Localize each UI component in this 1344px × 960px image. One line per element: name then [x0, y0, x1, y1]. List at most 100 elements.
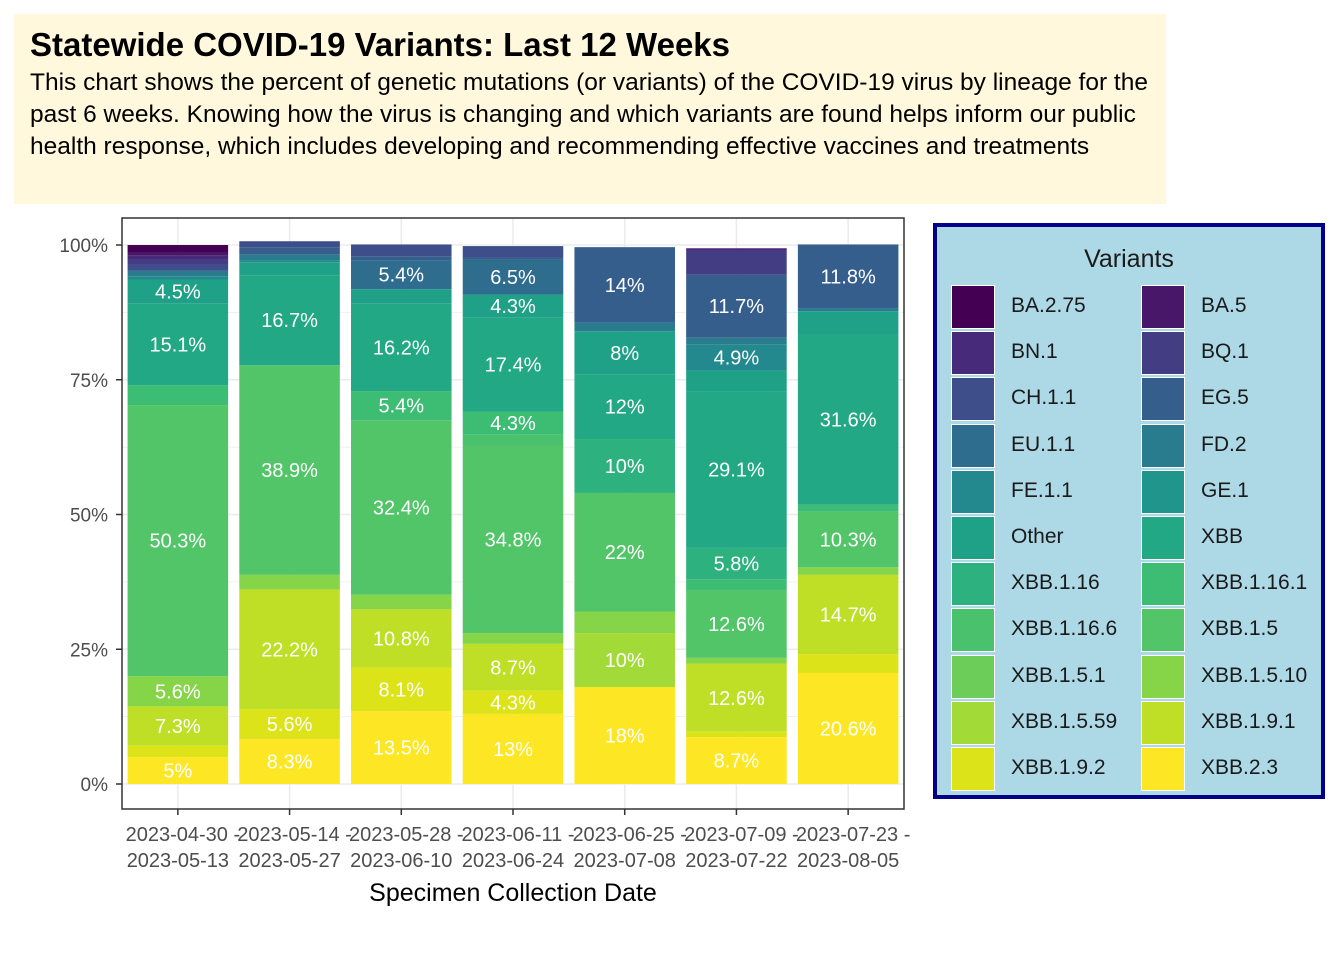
- bar-data-label: 7.3%: [155, 716, 201, 738]
- bar-data-label: 34.8%: [485, 529, 542, 551]
- x-tick-label: 2023-07-09 -: [684, 824, 799, 846]
- bar-segment: [574, 492, 675, 612]
- legend-swatch: [951, 747, 995, 791]
- bar-segment: [127, 276, 229, 280]
- bar-segment: [127, 757, 229, 784]
- bar-segment: [239, 739, 340, 784]
- bar-segment: [462, 257, 564, 260]
- bar-data-label: 4.3%: [490, 413, 536, 435]
- legend-label: XBB.1.9.1: [1201, 709, 1296, 733]
- bar-data-label: 32.4%: [373, 497, 430, 519]
- y-tick-label: 0%: [81, 775, 109, 796]
- title-box: Statewide COVID-19 Variants: Last 12 Wee…: [14, 14, 1166, 204]
- bar-data-label: 17.4%: [485, 355, 542, 377]
- bar-segment: [797, 672, 899, 784]
- legend-label: Other: [1011, 525, 1064, 548]
- legend-label: XBB.1.5.1: [1011, 663, 1106, 687]
- bar-data-label: 22.2%: [261, 639, 318, 661]
- bar-segment: [239, 241, 340, 248]
- legend-swatch: [951, 608, 995, 653]
- bar-data-label: 16.2%: [373, 337, 430, 359]
- bar-segment: [462, 643, 564, 691]
- legend-swatch: [951, 469, 995, 514]
- bar-segment: [239, 254, 340, 261]
- bar-segment: [686, 337, 787, 345]
- bar-segment: [239, 260, 340, 263]
- bar-segment: [797, 311, 899, 335]
- legend-label: BA.5: [1201, 294, 1247, 317]
- bar-data-label: 29.1%: [708, 459, 765, 481]
- bar-data-label: 8.3%: [267, 752, 313, 774]
- bar-segment: [574, 247, 675, 323]
- bar-data-label: 15.1%: [149, 334, 206, 356]
- legend-label: XBB.1.16.6: [1011, 617, 1118, 641]
- legend-swatch: [1141, 654, 1185, 699]
- bar-data-label: 10.3%: [820, 530, 877, 552]
- bar-data-label: 11.8%: [821, 266, 876, 288]
- bar-data-label: 4.3%: [490, 692, 536, 714]
- x-tick-label: 2023-06-24: [462, 850, 564, 872]
- bar-segment: [686, 663, 787, 732]
- x-tick-label: 2023-05-28 -: [349, 824, 464, 846]
- bar-data-label: 11.7%: [709, 296, 764, 318]
- legend-swatch: [1141, 562, 1185, 607]
- bar-segment: [351, 594, 452, 610]
- legend-title: Variants: [1084, 245, 1174, 273]
- bar-segment: [797, 567, 899, 575]
- bar-data-label: 18%: [605, 725, 645, 747]
- bar-data-label: 8.7%: [490, 657, 536, 679]
- bar-data-label: 12%: [605, 397, 645, 419]
- x-tick-label: 2023-06-10: [350, 850, 452, 872]
- bar-segment: [462, 411, 564, 435]
- bar-data-label: 16.7%: [261, 310, 318, 332]
- bar-segment: [239, 262, 340, 276]
- legend-swatch: [1141, 285, 1185, 329]
- legend-label: XBB.1.5.59: [1011, 709, 1118, 733]
- x-tick-label: 2023-06-11 -: [461, 824, 574, 846]
- bar-segment: [127, 676, 229, 707]
- x-tick-label: 2023-05-14 -: [237, 824, 352, 846]
- bar-segment: [462, 445, 564, 634]
- bar-segment: [351, 303, 452, 392]
- x-tick-label: 2023-08-05: [797, 850, 899, 872]
- bar-segment: [462, 713, 564, 784]
- bar-data-label: 10%: [605, 650, 645, 672]
- bar-segment: [574, 331, 675, 375]
- bar-segment: [797, 504, 899, 512]
- bar-data-label: 10.8%: [373, 628, 430, 650]
- bar-segment: [574, 633, 675, 687]
- bar-segment: [686, 274, 787, 338]
- legend-swatch: [951, 516, 995, 560]
- bar-data-label: 4.3%: [490, 296, 536, 318]
- bar-segment: [686, 579, 787, 590]
- bar-data-label: 12.6%: [708, 614, 765, 636]
- legend-label: XBB.2.3: [1201, 756, 1279, 779]
- x-tick-label: 2023-07-08: [574, 850, 676, 872]
- bar-data-label: 8.7%: [714, 751, 760, 773]
- x-tick-label: 2023-05-27: [238, 850, 340, 872]
- bar-segment: [127, 255, 229, 260]
- bar-segment: [351, 256, 452, 261]
- bar-segment: [127, 385, 229, 406]
- legend-label: XBB.1.16: [1011, 571, 1100, 595]
- legend-swatch: [1141, 516, 1185, 560]
- bar-data-label: 4.9%: [714, 347, 760, 369]
- bar-segment: [574, 374, 675, 440]
- bar-segment: [127, 279, 229, 304]
- bar-segment: [686, 391, 787, 548]
- bar-segment: [797, 511, 899, 568]
- bar-segment: [797, 574, 899, 655]
- bar-segment: [462, 317, 564, 412]
- y-tick-label: 100%: [59, 236, 108, 257]
- bar-data-label: 50.3%: [149, 531, 206, 553]
- legend-label: BQ.1: [1201, 340, 1249, 364]
- legend-label: EU.1.1: [1011, 432, 1076, 456]
- bar-segment: [127, 405, 229, 677]
- bar-segment: [127, 264, 229, 271]
- bar-segment: [462, 434, 564, 446]
- y-tick-label: 50%: [70, 506, 108, 527]
- bar-segment: [686, 657, 787, 664]
- legend-label: FE.1.1: [1011, 478, 1073, 502]
- bar-data-label: 13%: [493, 739, 533, 761]
- bar-segment: [462, 690, 564, 714]
